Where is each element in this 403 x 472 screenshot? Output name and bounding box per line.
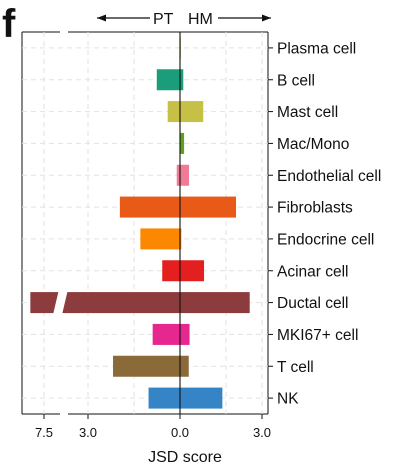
left-arrowhead xyxy=(97,14,106,22)
bar-nk xyxy=(148,387,223,409)
category-label: T cell xyxy=(277,359,314,376)
direction-indicator: PT HM xyxy=(97,11,271,28)
x-axis: 7.5 3.0 0.0 3.0 xyxy=(35,414,271,440)
bar-ductal-cell xyxy=(30,292,250,314)
x-tick-label: 0.0 xyxy=(171,425,189,440)
bar-endothelial-cell xyxy=(176,164,190,186)
break-gap xyxy=(52,285,69,319)
category-label: NK xyxy=(277,391,299,408)
direction-left-label: PT xyxy=(153,11,174,28)
category-label: Endocrine cell xyxy=(277,231,374,248)
x-tick-label: 7.5 xyxy=(35,425,53,440)
panel-label: f xyxy=(2,2,16,46)
x-tick-label: 3.0 xyxy=(79,425,97,440)
bar-layer xyxy=(30,37,250,409)
category-label: Ductal cell xyxy=(277,295,349,312)
category-label: Fibroblasts xyxy=(277,200,353,217)
category-label: Mac/Mono xyxy=(277,136,349,153)
category-label: Acinar cell xyxy=(277,263,349,280)
category-label: Endothelial cell xyxy=(277,168,381,185)
bar-fibroblasts xyxy=(119,196,237,218)
bar-endocrine-cell xyxy=(140,228,182,250)
bar-t-cell xyxy=(113,355,189,377)
axis-break xyxy=(52,285,69,319)
plot-frame xyxy=(21,31,269,415)
bar-mast-cell xyxy=(167,101,204,123)
bar-mki67-cell xyxy=(152,323,190,345)
category-axis: Plasma cell B cell Mast cell Mac/Mono Endoth… xyxy=(268,40,381,408)
bar-b-cell xyxy=(156,69,184,91)
category-label: B cell xyxy=(277,72,315,89)
category-label: Mast cell xyxy=(277,104,338,121)
x-axis-title: JSD score xyxy=(148,449,222,466)
right-arrowhead xyxy=(262,14,271,22)
direction-right-label: HM xyxy=(188,11,213,28)
bar-acinar-cell xyxy=(162,260,205,282)
bar-mac-mono xyxy=(180,132,185,154)
x-tick-label: 3.0 xyxy=(253,425,271,440)
category-label: Plasma cell xyxy=(277,40,356,57)
category-label: MKI67+ cell xyxy=(277,327,358,344)
